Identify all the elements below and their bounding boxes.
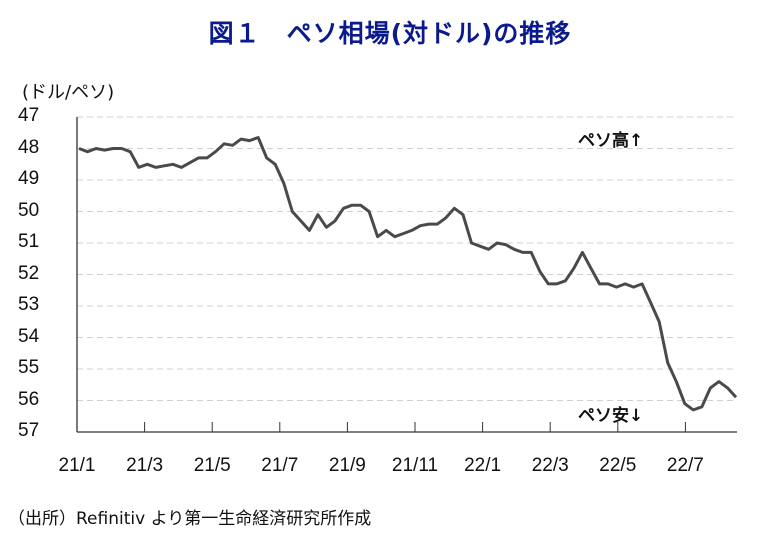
x-tick-label: 21/7 [261, 455, 299, 476]
x-tick-label: 21/1 [58, 455, 96, 476]
x-tick-label: 22/5 [599, 455, 637, 476]
y-tick-label: 52 [18, 262, 40, 284]
peso-weak-annotation: ペソ安↓ [578, 406, 644, 426]
y-tick-label: 57 [18, 420, 40, 441]
y-axis-unit-label: (ドル/ペソ) [22, 82, 115, 103]
peso-strong-annotation: ペソ高↑ [578, 131, 644, 151]
x-tick-label: 21/11 [391, 455, 439, 476]
y-tick-label: 53 [18, 294, 40, 315]
x-tick-label: 22/3 [531, 455, 569, 476]
peso-rate-line [78, 136, 738, 412]
x-tick-label: 21/5 [193, 455, 231, 476]
x-tick-label: 21/3 [126, 455, 164, 476]
y-tick-label: 56 [18, 388, 40, 410]
source-note: （出所）Refinitiv より第一生命経済研究所作成 [8, 509, 372, 529]
chart-title: 図１ ペソ相場(対ドル)の推移 [208, 19, 572, 48]
y-tick-label: 55 [18, 357, 40, 378]
y-tick-label: 51 [18, 231, 40, 252]
y-tick-label: 48 [18, 136, 40, 158]
y-tick-label: 54 [18, 325, 40, 347]
y-tick-label: 50 [18, 199, 40, 221]
x-tick-label: 21/9 [328, 455, 366, 476]
x-tick-label: 22/1 [464, 455, 502, 476]
x-tick-label: 22/7 [666, 455, 704, 476]
y-tick-label: 47 [18, 105, 40, 126]
y-tick-label: 49 [18, 168, 40, 189]
